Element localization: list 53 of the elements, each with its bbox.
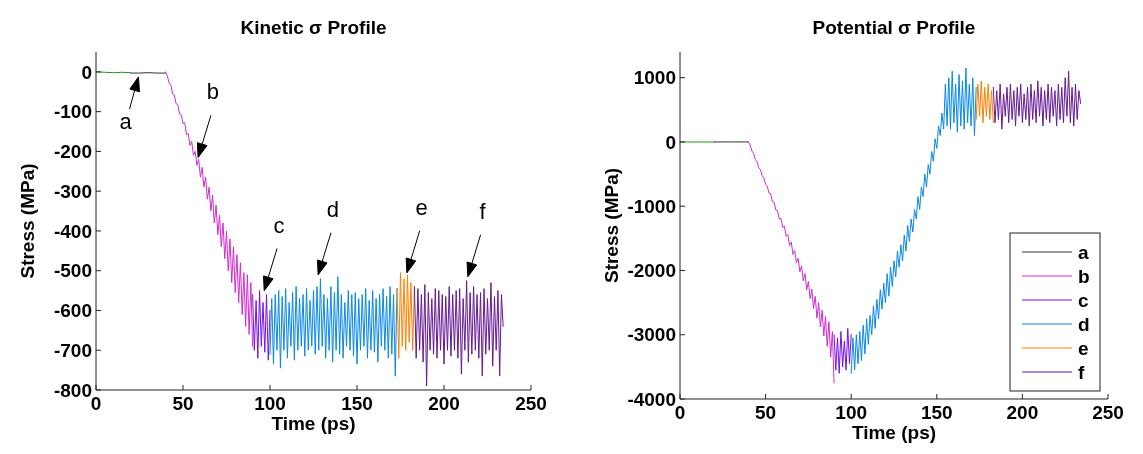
x-tick-label: 50: [172, 393, 194, 414]
chart-title: Kinetic σ Profile: [240, 17, 387, 38]
y-tick-label: -2000: [627, 260, 676, 282]
annotation: b: [206, 79, 220, 105]
y-tick-label: -800: [53, 379, 92, 401]
line-series: [396, 272, 415, 359]
y-tick-label: -100: [53, 101, 92, 123]
y-tick-label: 1000: [633, 67, 676, 89]
line-series: [975, 80, 994, 124]
y-axis-title: Stress (MPa): [601, 167, 622, 284]
y-tick-label: -300: [53, 180, 92, 202]
x-tick-label: 50: [755, 402, 777, 423]
x-tick-label: 100: [835, 402, 868, 423]
x-tick-label: 150: [920, 402, 953, 423]
legend-label: d: [1078, 313, 1090, 335]
y-tick-label: -200: [53, 141, 92, 163]
legend-label: f: [1078, 361, 1085, 383]
line-series: [850, 67, 977, 374]
line-series: [833, 327, 852, 374]
y-tick-label: -600: [53, 300, 92, 322]
y-tick-label: -4000: [627, 388, 676, 410]
y-axis-title: Stress (MPa): [17, 163, 38, 279]
legend-label: b: [1078, 265, 1090, 287]
annotation: a: [119, 109, 133, 135]
legend-label: a: [1078, 241, 1089, 263]
chart-title: Potential σ Profile: [812, 17, 976, 38]
x-tick-label: 250: [1092, 402, 1124, 423]
x-axis-title: Time (ps): [271, 413, 356, 434]
x-axis-title: Time (ps): [851, 422, 937, 443]
x-tick-label: 200: [428, 393, 460, 414]
line-series: [413, 280, 504, 387]
annotation: c: [273, 212, 285, 238]
line-series: [992, 70, 1082, 130]
x-tick-label: 100: [254, 393, 286, 414]
x-tick-label: 200: [1006, 402, 1039, 423]
y-tick-label: -500: [53, 260, 92, 282]
y-tick-label: -3000: [627, 324, 676, 346]
y-tick-label: 0: [81, 61, 92, 83]
annotation: e: [415, 194, 428, 220]
line-series: [747, 141, 835, 384]
y-tick-label: -400: [53, 220, 92, 242]
y-tick-label: 0: [665, 131, 676, 153]
y-tick-label: -1000: [627, 195, 676, 217]
line-series: [269, 276, 398, 377]
line-series: [252, 290, 271, 361]
annotation: f: [479, 198, 487, 224]
x-tick-label: 250: [515, 393, 547, 414]
x-tick-label: 150: [341, 393, 373, 414]
legend-label: e: [1078, 337, 1089, 359]
legend-label: c: [1078, 289, 1089, 311]
line-series: [165, 71, 254, 347]
y-tick-label: -700: [53, 339, 92, 361]
annotation: d: [326, 196, 340, 222]
